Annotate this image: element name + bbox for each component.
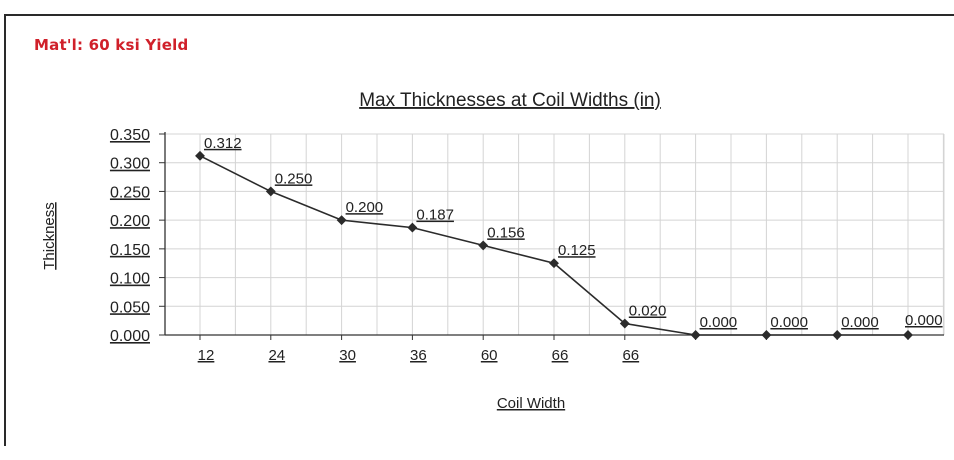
data-label: 0.156 <box>487 224 525 241</box>
data-label: 0.250 <box>275 170 313 187</box>
y-tick-label: 0.250 <box>110 184 150 201</box>
data-point <box>195 150 205 161</box>
data-point <box>407 222 418 233</box>
data-point <box>478 240 489 251</box>
data-label: 0.000 <box>905 312 943 329</box>
data-labels: 0.312 0.250 0.200 0.187 0.156 0.125 0.020 0.000… <box>204 135 943 331</box>
x-tick-label: 66 <box>552 347 569 364</box>
series-thickness <box>195 150 913 340</box>
x-axis-label: Coil Width <box>497 395 565 412</box>
y-tick-label: 0.350 <box>110 127 150 144</box>
data-point <box>265 186 276 197</box>
y-tick-label: 0.300 <box>110 156 150 173</box>
data-point <box>903 330 913 340</box>
data-label: 0.000 <box>770 314 808 331</box>
x-tick-label: 66 <box>622 347 639 364</box>
chart-frame <box>4 14 954 446</box>
y-tick-labels: 0.000 0.050 0.100 0.150 0.200 0.250 0.300 0.350 <box>110 127 150 345</box>
y-tick-label: 0.000 <box>110 328 150 345</box>
chart-title: Max Thicknesses at Coil Widths (in) <box>359 90 661 111</box>
data-label: 0.200 <box>346 199 384 216</box>
data-label: 0.312 <box>204 135 242 152</box>
data-label: 0.020 <box>629 303 667 320</box>
data-point <box>619 318 630 329</box>
data-point <box>549 258 559 269</box>
y-tick-label: 0.100 <box>110 271 150 288</box>
y-tick-label: 0.050 <box>110 299 150 316</box>
data-point <box>690 330 701 340</box>
x-tick-label: 24 <box>268 347 285 364</box>
data-label: 0.000 <box>841 314 879 331</box>
data-label: 0.187 <box>416 207 454 224</box>
y-tick-label: 0.200 <box>110 213 150 230</box>
data-label: 0.000 <box>700 314 738 331</box>
x-tick-label: 30 <box>339 347 356 364</box>
x-tick-labels: 12 24 30 36 60 66 66 <box>198 347 639 364</box>
x-tick-label: 60 <box>481 347 498 364</box>
y-axis-label: Thickness <box>41 202 58 270</box>
data-label: 0.125 <box>558 242 596 259</box>
y-tick-label: 0.150 <box>110 242 150 259</box>
data-point <box>832 330 843 340</box>
material-label: Mat'l: 60 ksi Yield <box>34 36 189 54</box>
data-point <box>336 215 347 226</box>
x-tick-label: 36 <box>410 347 427 364</box>
data-point <box>761 330 772 340</box>
grid-lines <box>165 133 945 335</box>
x-tick-label: 12 <box>198 347 215 364</box>
